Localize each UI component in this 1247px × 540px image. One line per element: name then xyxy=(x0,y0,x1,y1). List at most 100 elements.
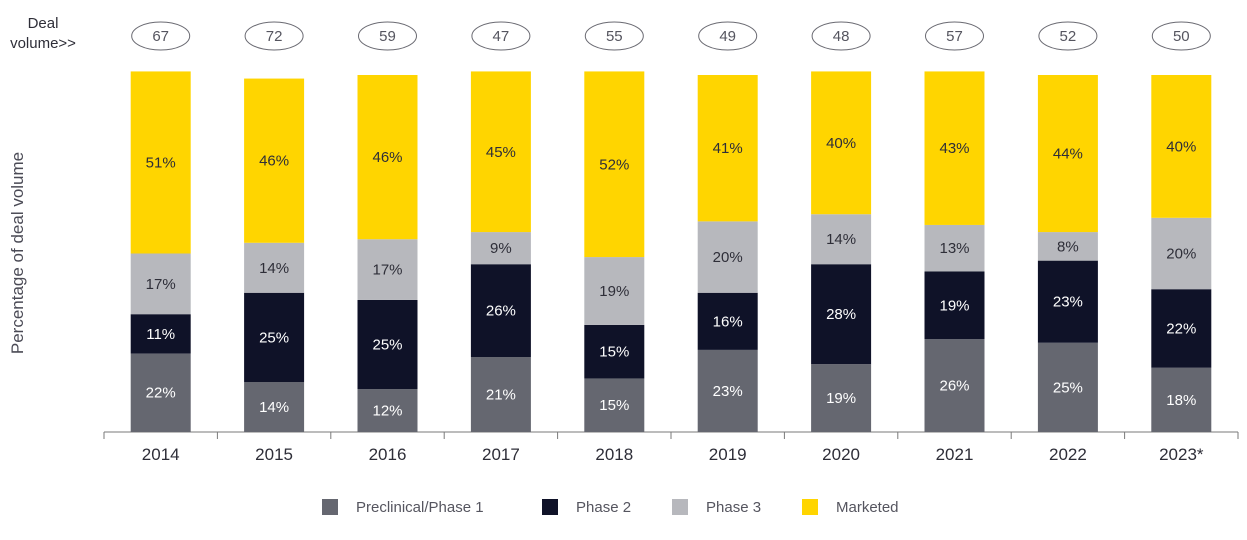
deal-volume-bubble xyxy=(471,21,531,51)
deal-volume-value: 47 xyxy=(493,28,510,45)
bar-segment xyxy=(244,382,305,432)
data-label: 20% xyxy=(1166,246,1196,263)
data-label: 25% xyxy=(372,337,402,354)
data-label: 40% xyxy=(826,135,856,152)
bar-segment xyxy=(357,239,418,300)
bar-segment xyxy=(1151,367,1212,432)
bar-segment xyxy=(811,364,872,432)
bar-segment xyxy=(1151,217,1212,290)
bar-segment xyxy=(697,221,758,293)
data-label: 52% xyxy=(599,156,629,173)
bar-segment xyxy=(1151,75,1212,218)
x-tick-label: 2021 xyxy=(936,445,974,464)
legend-swatch-phase2 xyxy=(542,499,558,515)
deal-volume-label-line-1: Deal xyxy=(27,15,59,32)
bar-segment xyxy=(1151,289,1212,368)
data-label: 28% xyxy=(826,306,856,323)
data-label: 44% xyxy=(1053,146,1083,163)
data-label: 22% xyxy=(1166,320,1196,337)
data-label: 23% xyxy=(1053,294,1083,311)
deal-volume-bubble xyxy=(1038,21,1098,51)
data-label: 23% xyxy=(713,383,743,400)
bar-segment xyxy=(924,339,985,432)
data-label: 19% xyxy=(939,297,969,314)
bar-segment xyxy=(470,71,531,233)
legend-item-preclinical: Preclinical/Phase 1 xyxy=(322,495,484,519)
bar-segment xyxy=(357,389,418,432)
data-label: 26% xyxy=(486,303,516,320)
bar-segment xyxy=(584,324,645,379)
data-label: 14% xyxy=(259,399,289,416)
bar-segment xyxy=(811,264,872,365)
data-label: 41% xyxy=(713,140,743,157)
bar-segment xyxy=(811,214,872,265)
bar-segment xyxy=(470,232,531,265)
data-label: 13% xyxy=(939,240,969,257)
data-label: 19% xyxy=(599,283,629,300)
bar-segment xyxy=(1037,260,1098,343)
deal-volume-bubble xyxy=(358,21,417,51)
deal-volume-bubble xyxy=(1151,21,1211,51)
data-label: 15% xyxy=(599,344,629,361)
bar-segment xyxy=(130,253,191,315)
deal-volume-bubble xyxy=(925,21,984,51)
bar-segment xyxy=(811,71,872,215)
x-tick-label: 2016 xyxy=(369,445,407,464)
bar-segment xyxy=(584,257,645,325)
legend-swatch-phase3 xyxy=(672,499,688,515)
bar-segment xyxy=(357,75,418,240)
data-label: 14% xyxy=(259,260,289,277)
x-tick-label: 2014 xyxy=(142,445,180,464)
deal-volume-value: 50 xyxy=(1173,28,1190,45)
legend-swatch-preclinical xyxy=(322,499,338,515)
data-label: 17% xyxy=(372,262,402,279)
bar-segment xyxy=(470,264,531,358)
data-label: 18% xyxy=(1166,392,1196,409)
deal-volume-value: 59 xyxy=(379,28,396,45)
data-label: 12% xyxy=(372,403,402,420)
bar-segment xyxy=(924,271,985,340)
legend-item-phase2: Phase 2 xyxy=(542,495,631,519)
data-label: 43% xyxy=(939,140,969,157)
deal-volume-bubble xyxy=(244,21,304,51)
bar-segment xyxy=(584,378,645,432)
deal-volume-label-line-2: volume>> xyxy=(10,35,76,52)
data-label: 25% xyxy=(259,329,289,346)
data-label: 19% xyxy=(826,390,856,407)
x-tick-label: 2018 xyxy=(595,445,633,464)
x-tick-label: 2022 xyxy=(1049,445,1087,464)
legend-item-marketed: Marketed xyxy=(802,495,899,519)
legend-swatch-marketed xyxy=(802,499,818,515)
bar-segment xyxy=(244,78,305,243)
data-label: 26% xyxy=(939,378,969,395)
data-label: 40% xyxy=(1166,138,1196,155)
bar-segment xyxy=(244,292,305,383)
deal-volume-value: 52 xyxy=(1060,28,1077,45)
deal-volume-value: 67 xyxy=(152,28,169,45)
data-label: 11% xyxy=(146,326,175,343)
legend-label-preclinical: Preclinical/Phase 1 xyxy=(356,498,484,516)
bar-segment xyxy=(130,314,191,354)
bar-segment xyxy=(244,242,305,293)
bar-segment xyxy=(697,349,758,432)
bar-segment xyxy=(357,299,418,390)
deal-volume-value: 49 xyxy=(719,28,736,45)
bar-segment xyxy=(697,75,758,222)
deal-volume-value: 55 xyxy=(606,28,623,45)
legend-label-phase3: Phase 3 xyxy=(706,498,762,516)
data-label: 14% xyxy=(826,231,856,248)
data-label: 16% xyxy=(713,313,743,330)
legend-label-phase2: Phase 2 xyxy=(576,498,632,516)
x-tick-label: 2015 xyxy=(255,445,293,464)
data-label: 46% xyxy=(372,149,402,166)
data-label: 51% xyxy=(146,154,176,171)
data-label: 8% xyxy=(1057,238,1079,255)
deal-volume-label: Deal volume>> xyxy=(4,14,82,54)
deal-volume-bubble xyxy=(698,21,758,51)
bar-segment xyxy=(584,71,645,258)
data-label: 25% xyxy=(1053,379,1083,396)
legend-label-marketed: Marketed xyxy=(836,498,899,516)
data-label: 45% xyxy=(486,144,516,161)
legend-item-phase3: Phase 3 xyxy=(672,495,761,519)
